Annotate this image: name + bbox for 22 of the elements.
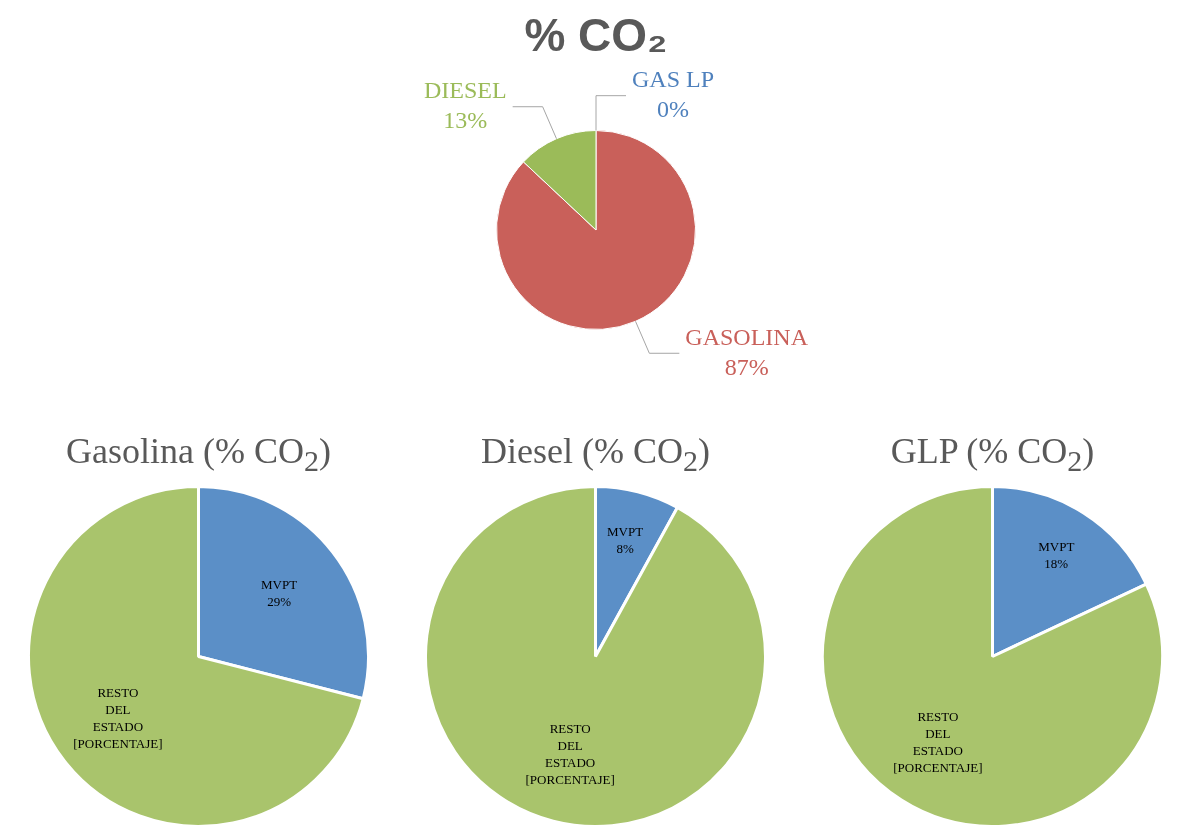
slice-label: RESTO DEL ESTADO	[545, 721, 596, 771]
data-label: [PORCENTAJE]	[893, 759, 983, 775]
slice-label: MVPT	[607, 524, 644, 540]
data-label: 87%	[724, 353, 769, 380]
text: 0%	[657, 95, 690, 122]
data-label: 8%	[616, 541, 634, 557]
data-label: [PORCENTAJE]	[73, 735, 163, 751]
chart-title: GLP (% CO$_{2}$)	[889, 430, 1096, 479]
data-label: 18%	[1044, 555, 1069, 571]
slice-label: RESTO DEL ESTADO	[912, 708, 963, 758]
slice-label: GASOLINA	[685, 323, 809, 350]
chart-title: Gasolina (% CO$_{2}$)	[65, 430, 332, 479]
category-label: GAS LP	[631, 65, 715, 92]
slice-label: MVPT	[261, 576, 298, 592]
slice-label: DIESEL	[424, 77, 507, 104]
chart-title: % CO₂	[523, 8, 669, 62]
data-label: 29%	[267, 593, 292, 609]
data-label: [PORCENTAJE]	[525, 772, 615, 788]
slice-label: MVPT	[1038, 538, 1075, 554]
chart-title: Diesel (% CO$_{2}$)	[480, 430, 711, 479]
data-label: 13%	[443, 107, 488, 134]
slice-label: RESTO DEL ESTADO	[92, 684, 144, 734]
